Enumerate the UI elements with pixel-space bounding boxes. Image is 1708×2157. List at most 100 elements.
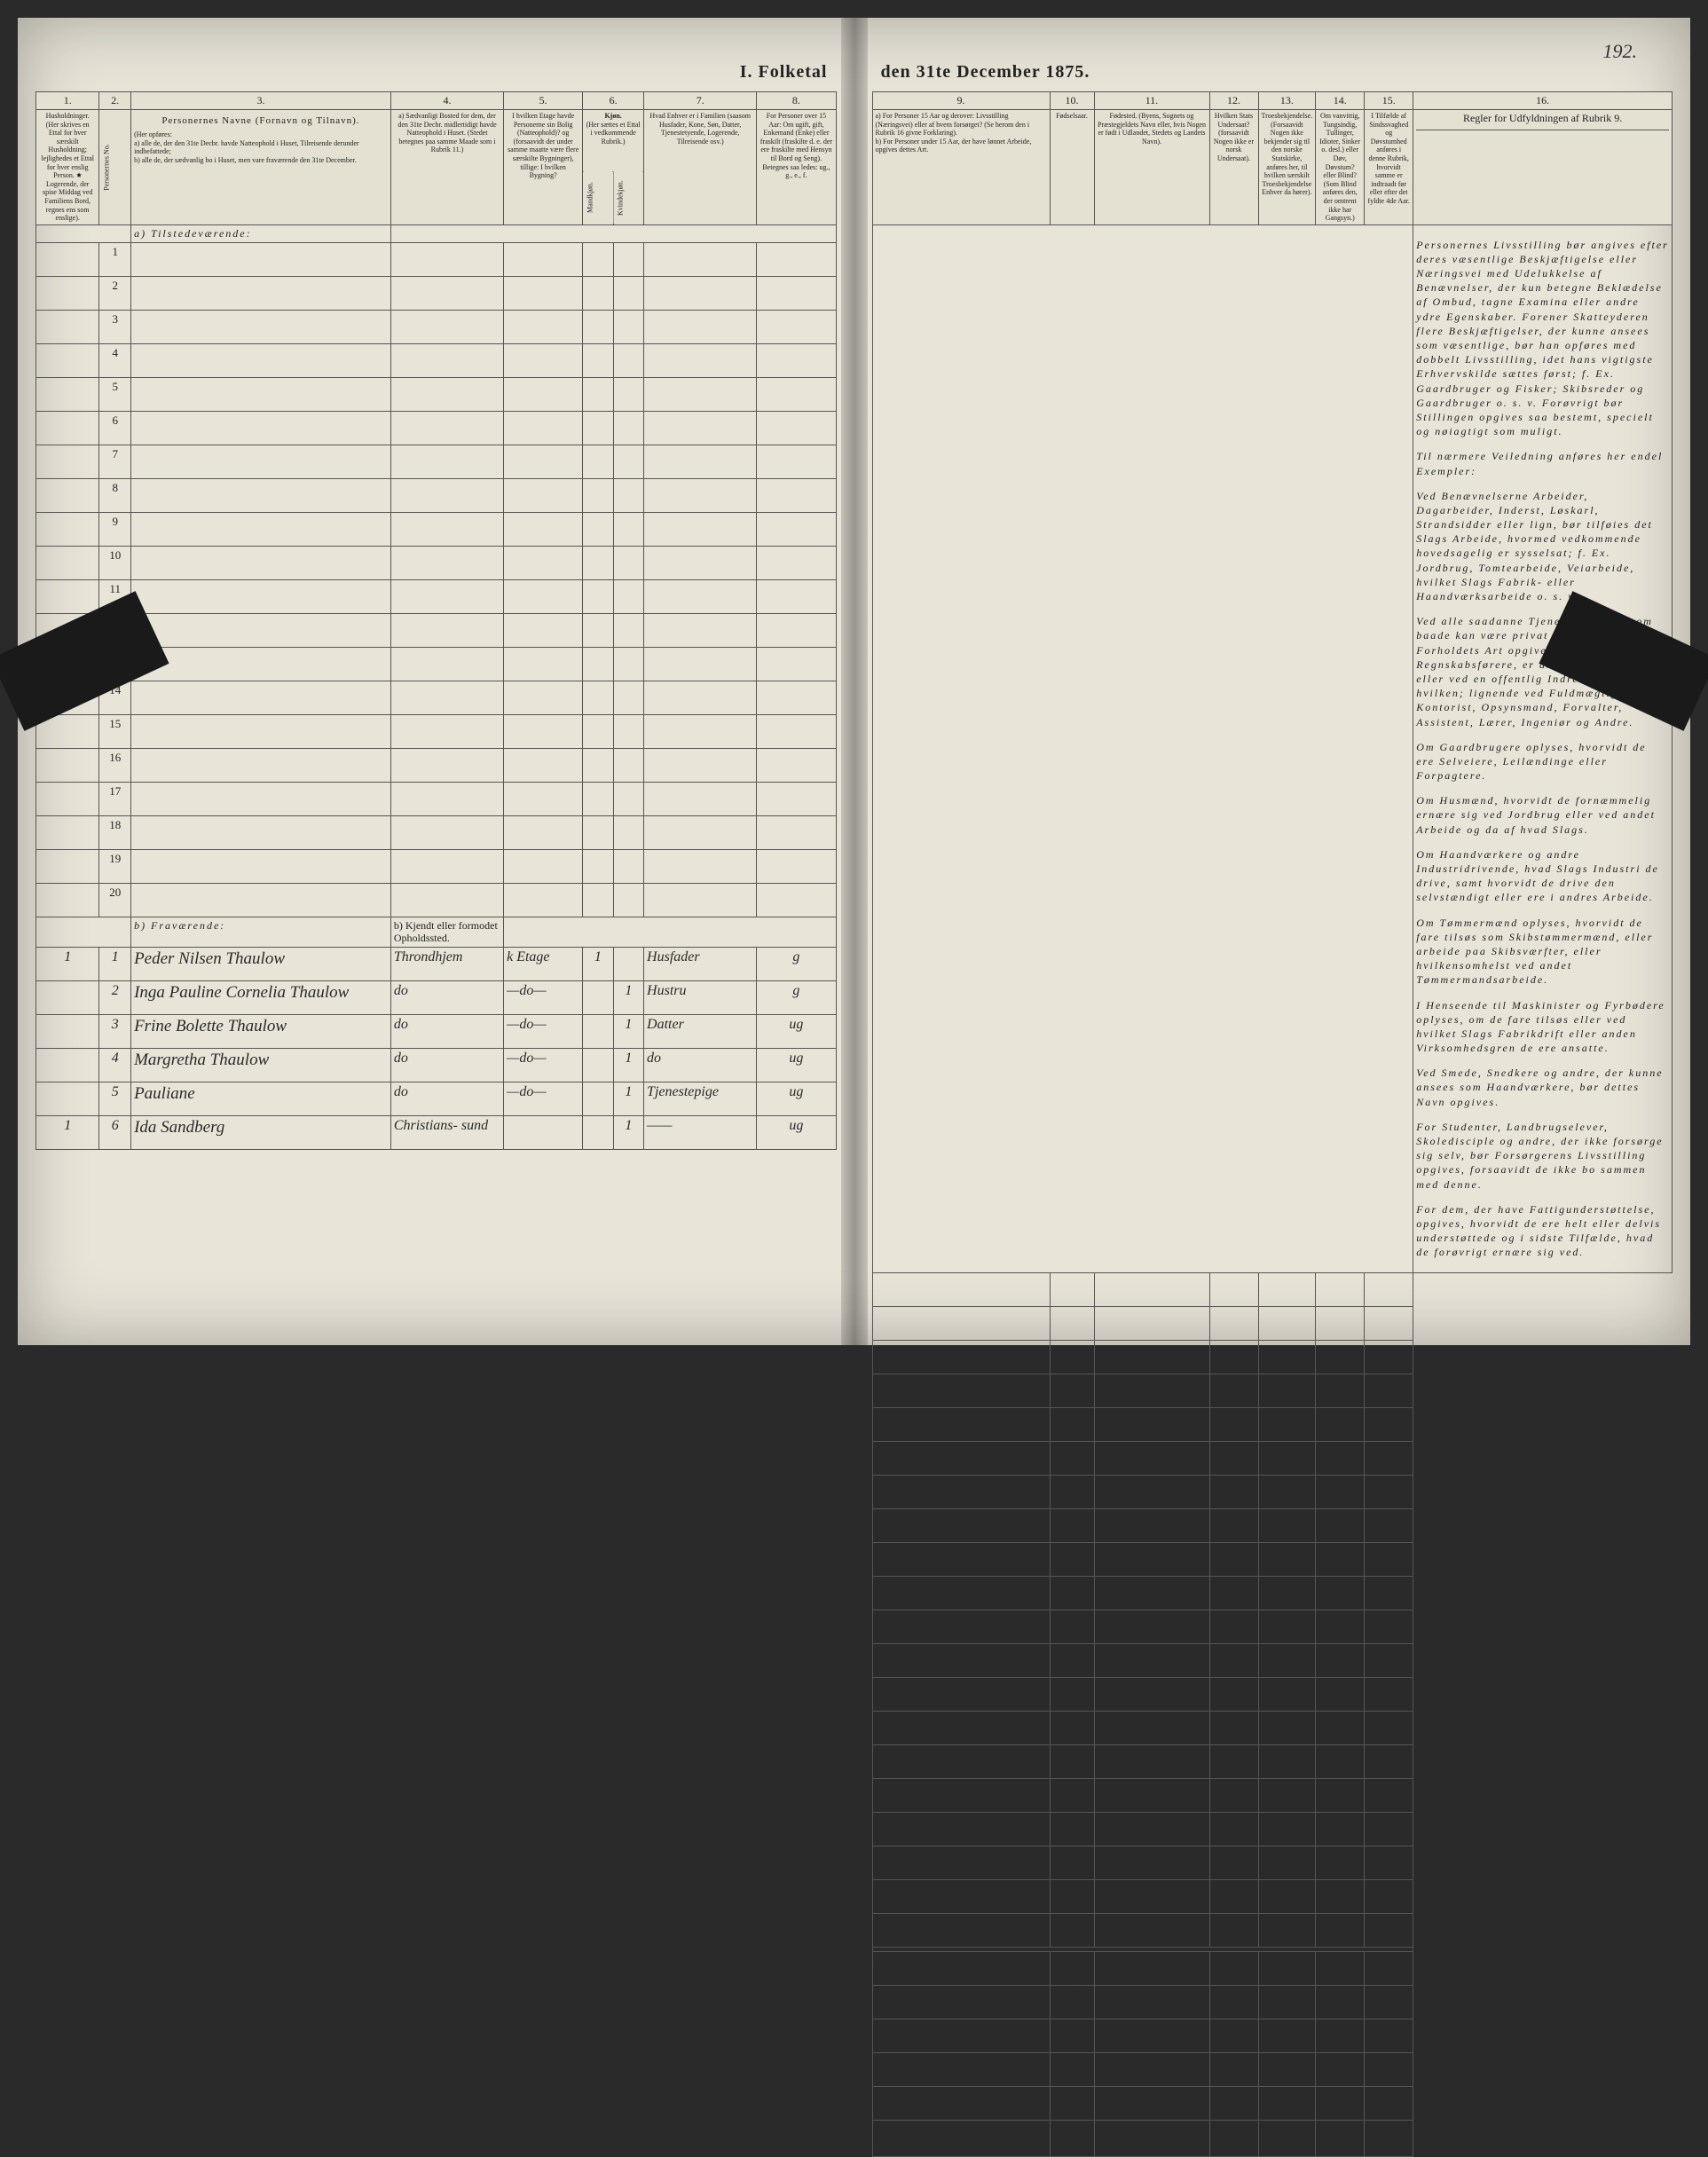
blank-row (872, 1879, 1673, 1913)
page-left: I. Folketal 1. 2. 3. 4. 5. 6. 7. 8. Hush… (18, 18, 854, 1345)
instr-p3: Ved Benævnelserne Arbeider, Dagarbeider,… (1416, 489, 1669, 604)
hdr-6-sub: (Her sættes et Ettal i vedkommende Rubri… (586, 121, 641, 146)
hdr-3-title: Personernes Navne (Fornavn og Tilnavn). (134, 115, 388, 127)
hdr-6: Kjøn. (Her sættes et Ettal i vedkommende… (583, 110, 644, 172)
blank-row: 18 (36, 815, 837, 849)
entry-row: 1873 — do — (872, 2052, 1673, 2086)
blank-row (872, 1812, 1673, 1846)
instr-p6: Om Husmænd, hvorvidt de fornæmmelig ernæ… (1416, 793, 1669, 837)
instr-p10: Ved Smede, Snedkere og andre, der kunne … (1416, 1066, 1669, 1109)
page-number: 192. (1603, 40, 1638, 63)
hdr-6-title: Kjøn. (604, 112, 621, 120)
hdr-1: Husholdninger. (Her skrives en Ettal for… (36, 110, 99, 225)
col-14: 14. (1316, 92, 1365, 110)
blank-row (872, 1576, 1673, 1610)
blank-row: 7 (36, 445, 837, 478)
blank-row: 11 (36, 579, 837, 613)
col-11: 11. (1094, 92, 1209, 110)
blank-row: 3 (36, 310, 837, 343)
blank-row: 1 (36, 242, 837, 276)
col-6: 6. (583, 92, 644, 110)
hdr-4: a) Sædvanligt Bosted for dem, der den 31… (390, 110, 503, 225)
book-spine (841, 18, 868, 1345)
section-b-row: b) Fraværende: b) Kjendt eller formodet … (36, 917, 837, 947)
hdr-5: I hvilken Etage havde Personerne sin Bol… (504, 110, 583, 225)
blank-row (872, 1407, 1673, 1441)
section-a-row-r: Personernes Livsstilling bør angives eft… (872, 224, 1673, 1272)
ledger-book: I. Folketal 1. 2. 3. 4. 5. 6. 7. 8. Hush… (18, 18, 1690, 1345)
blank-row: 6 (36, 411, 837, 445)
blank-row: 19 (36, 849, 837, 883)
col-12: 12. (1209, 92, 1258, 110)
hdr-7: Hvad Enhver er i Familien (saasom Husfad… (644, 110, 757, 225)
entry-row: Lærerinde Levanger Borgerskole 1844 Thro… (872, 2120, 1673, 2156)
entry-row: 4 Margretha Thaulow do —do— 1 do ug (36, 1048, 837, 1082)
blank-row: 8 (36, 478, 837, 512)
hdr-2: Personernes No. (99, 110, 131, 225)
hdr-6b: Kvindekjøn. (613, 171, 643, 224)
col-10: 10. (1050, 92, 1094, 110)
entry-row: 1854 Væran (872, 2086, 1673, 2120)
blank-row (872, 1441, 1673, 1475)
blank-row (872, 1306, 1673, 1340)
blank-row: 17 (36, 782, 837, 815)
col-7: 7. (644, 92, 757, 110)
blank-row: 5 (36, 377, 837, 411)
col-1: 1. (36, 92, 99, 110)
hdr-10: Fødselsaar. (1050, 110, 1094, 225)
ledger-table-left: 1. 2. 3. 4. 5. 6. 7. 8. Husholdninger. (… (35, 91, 837, 1150)
blank-row (872, 1610, 1673, 1643)
blank-row: 15 (36, 714, 837, 748)
instr-p2: Til nærmere Veiledning anføres her endel… (1416, 449, 1669, 477)
hdr-12: Hvilken Stats Undersaat? (forsaavidt Nog… (1209, 110, 1258, 225)
blank-row: 9 (36, 512, 837, 546)
blank-row (872, 1340, 1673, 1374)
blank-row (872, 1846, 1673, 1879)
blank-row: 20 (36, 883, 837, 917)
blank-row: 2 (36, 276, 837, 310)
instr-p8: Om Tømmermænd oplyses, hvorvidt de fare … (1416, 916, 1669, 988)
hdr-16: Regler for Udfyldningen af Rubrik 9. (1413, 110, 1673, 225)
hdr-16-title: Regler for Udfyldningen af Rubrik 9. (1416, 112, 1669, 130)
col-16: 16. (1413, 92, 1673, 110)
blank-row (872, 1778, 1673, 1812)
blank-row (872, 1711, 1673, 1744)
blank-row (872, 1677, 1673, 1711)
instr-p7: Om Haandværkere og andre Industridrivend… (1416, 847, 1669, 905)
col-2: 2. (99, 92, 131, 110)
hdr-11: Fødested. (Byens, Sognets og Præstegjeld… (1094, 110, 1209, 225)
blank-row (872, 1508, 1673, 1542)
hdr-3: Personernes Navne (Fornavn og Tilnavn). … (131, 110, 391, 225)
col-9: 9. (872, 92, 1050, 110)
hdr-8: For Personer over 15 Aar: Om ugift, gift… (757, 110, 836, 225)
section-b-col4: b) Kjendt eller formodet Opholdssted. (390, 917, 503, 947)
page-right: 192. den 31te December 1875. 9. 10. 11. … (854, 18, 1691, 1345)
instr-p9: I Henseende til Maskinister og Fyrbødere… (1416, 998, 1669, 1056)
hdr-6a: Mandkjøn. (583, 171, 613, 224)
ledger-table-right: 9. 10. 11. 12. 13. 14. 15. 16. a) For Pe… (872, 91, 1673, 2157)
blank-row: 16 (36, 748, 837, 782)
blank-row (872, 1744, 1673, 1778)
section-b-label: b) Fraværende: (131, 917, 391, 947)
entry-row: Skolebestyrer 1845 Throndhjem (872, 1951, 1673, 1985)
entry-row: 1847 Throndhjem (872, 1985, 1673, 2019)
entry-row: 1872 Levanger (872, 2019, 1673, 2052)
blank-row (872, 1542, 1673, 1576)
hdr-9: a) For Personer 15 Aar og derover: Livss… (872, 110, 1050, 225)
blank-row (872, 1272, 1673, 1306)
title-right: den 31te December 1875. (872, 62, 1673, 83)
blank-row (872, 1643, 1673, 1677)
instr-p12: For dem, der have Fattigunderstøttelse, … (1416, 1202, 1669, 1260)
hdr-14: Om vanvittig, Tungsindig, Tullinger, Idi… (1316, 110, 1365, 225)
entry-row: 3 Frine Bolette Thaulow do —do— 1 Datter… (36, 1014, 837, 1048)
instr-p5: Om Gaardbrugere oplyses, hvorvidt de ere… (1416, 740, 1669, 783)
col-8: 8. (757, 92, 836, 110)
blank-row: 4 (36, 343, 837, 377)
blank-row (872, 1913, 1673, 1947)
entry-row: 2 Inga Pauline Cornelia Thaulow do —do— … (36, 980, 837, 1014)
instr-p1: Personernes Livsstilling bør angives eft… (1416, 238, 1669, 439)
section-a-label: a) Tilstedeværende: (131, 224, 391, 242)
hdr-3-sub: (Her opføres: a) alle de, der den 31te D… (134, 130, 388, 164)
col-3: 3. (131, 92, 391, 110)
hdr-13: Troesbekjendelse. (Forsaavidt Nogen ikke… (1258, 110, 1316, 225)
